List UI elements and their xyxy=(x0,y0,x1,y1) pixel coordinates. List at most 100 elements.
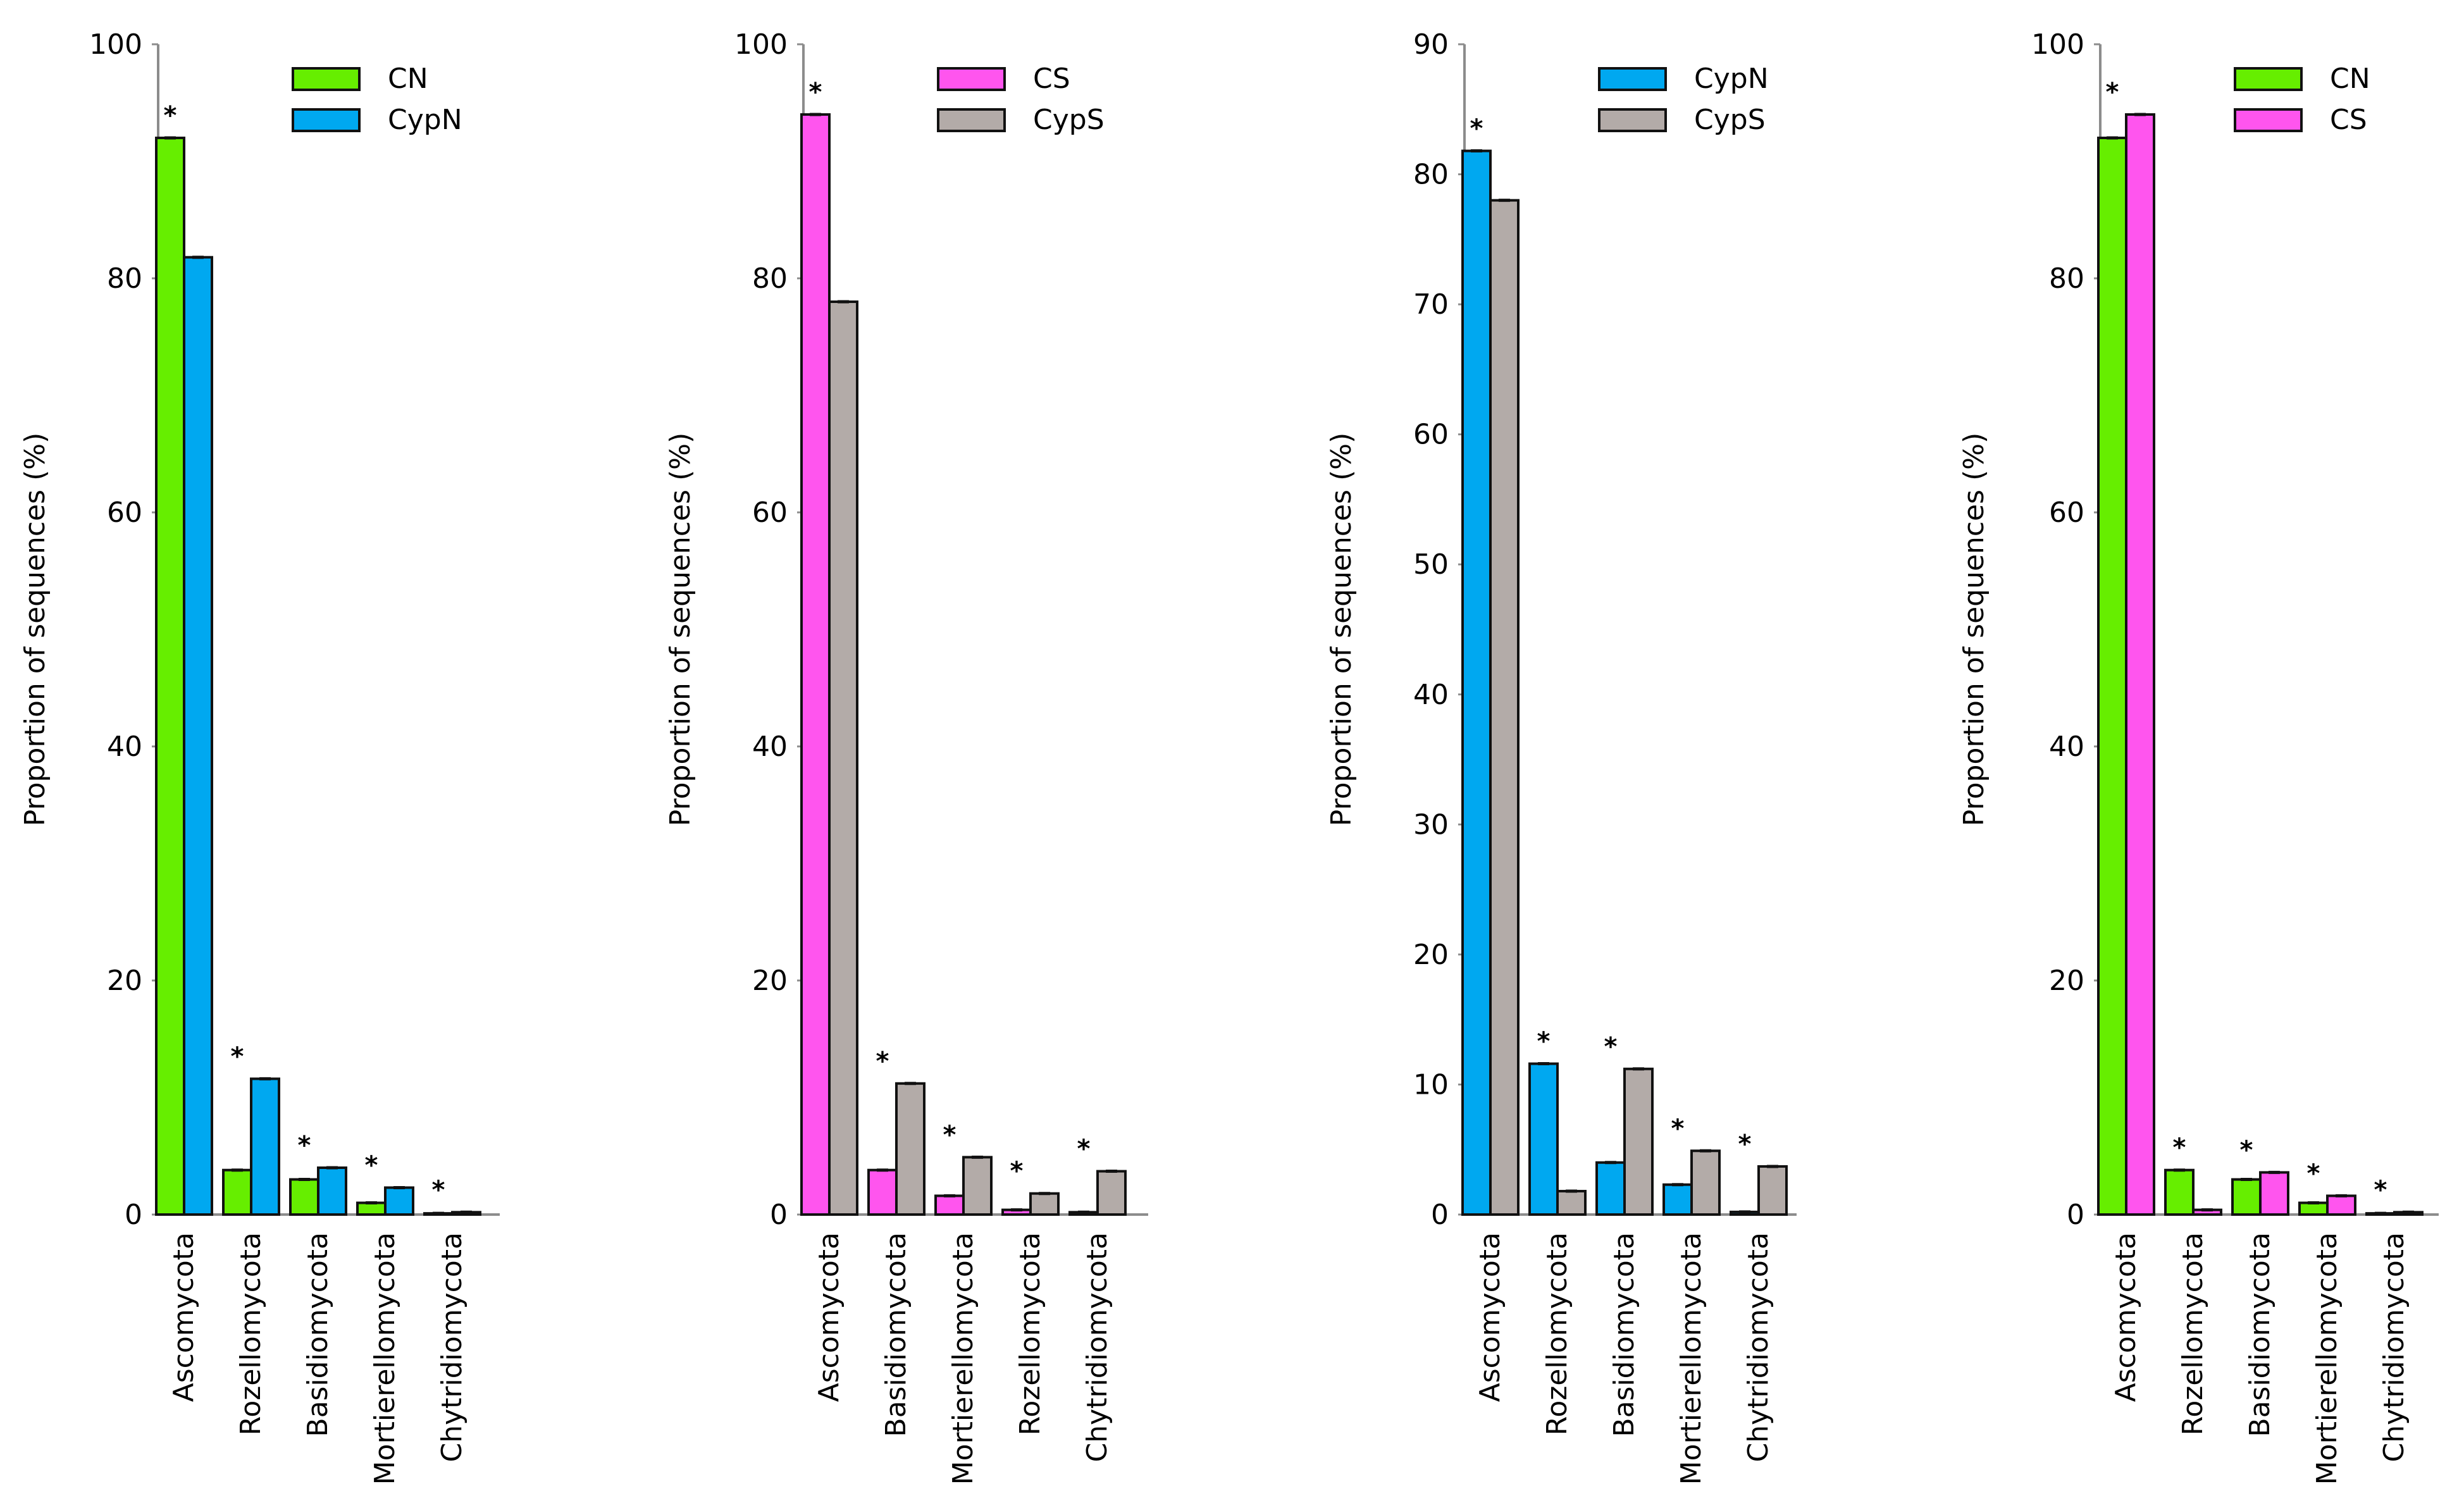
bar-cypn-ascomycota xyxy=(1461,149,1492,1216)
y-tick-label: 60 xyxy=(2049,497,2084,529)
x-category-label: Chytridiomycota xyxy=(436,1232,468,1463)
x-category-label: Ascomycota xyxy=(168,1232,200,1402)
x-category-label: Ascomycota xyxy=(1474,1232,1506,1402)
legend-swatch-cypn xyxy=(292,108,361,132)
significance-star: * xyxy=(1010,1157,1024,1186)
y-tick-label: 0 xyxy=(1431,1199,1449,1231)
legend-label-cypn: CypN xyxy=(1694,63,1769,95)
significance-star: * xyxy=(2106,78,2119,107)
bar-cs-ascomycota xyxy=(800,113,831,1216)
legend-label-cs: CS xyxy=(1033,63,1070,95)
bar-cn-mortierellomycota xyxy=(2298,1201,2329,1216)
bar-cypn-basidiomycota xyxy=(317,1166,347,1216)
x-category-label: Rozellomycota xyxy=(1014,1232,1046,1435)
y-tick-label: 90 xyxy=(1413,28,1449,61)
legend-swatch-cypn xyxy=(1598,67,1667,91)
bar-cyps-mortierellomycota xyxy=(962,1156,993,1216)
bar-cyps-rozellomycota xyxy=(1556,1190,1587,1216)
x-category-label: Mortierellomycota xyxy=(2311,1232,2343,1485)
significance-star: * xyxy=(432,1175,445,1204)
legend-swatch-cyps xyxy=(937,108,1006,132)
y-tick-label: 50 xyxy=(1413,548,1449,581)
legend-swatch-cyps xyxy=(1598,108,1667,132)
significance-star: * xyxy=(876,1047,889,1076)
x-category-label: Basidiomycota xyxy=(880,1232,912,1437)
significance-star: * xyxy=(1470,114,1483,144)
bar-cyps-rozellomycota xyxy=(1029,1192,1060,1216)
chart-panel-2: 0 20 40 60 80 100 Proportion of sequences (%) *… xyxy=(664,28,1148,1485)
x-category-label: Mortierellomycota xyxy=(369,1232,401,1485)
legend-label-cyps: CypS xyxy=(1694,104,1766,136)
y-tick-label: 80 xyxy=(2049,263,2084,295)
y-tick-label: 40 xyxy=(2049,731,2084,763)
x-category-label: Chytridiomycota xyxy=(1742,1232,1774,1463)
bar-cypn-rozellomycota xyxy=(250,1077,280,1216)
x-category-label: Basidiomycota xyxy=(1608,1232,1640,1437)
bar-cyps-mortierellomycota xyxy=(1690,1149,1721,1216)
bar-cypn-ascomycota xyxy=(183,256,213,1216)
bar-cyps-ascomycota xyxy=(1489,199,1520,1216)
x-category-label: Rozellomycota xyxy=(1541,1232,1573,1435)
x-category-label: Mortierellomycota xyxy=(947,1232,979,1485)
legend-swatch-cn xyxy=(2234,67,2303,91)
legend-label-cn: CN xyxy=(388,63,428,95)
x-category-label: Rozellomycota xyxy=(235,1232,267,1435)
y-tick-label: 0 xyxy=(770,1199,788,1231)
x-category-label: Basidiomycota xyxy=(302,1232,334,1437)
y-tick-label: 80 xyxy=(1413,159,1449,191)
chart-panel-4: 0 20 40 60 80 100 Proportion of sequences (%) *… xyxy=(1958,28,2439,1485)
x-category-label: Chytridiomycota xyxy=(1081,1232,1113,1463)
x-category-label: Basidiomycota xyxy=(2244,1232,2276,1437)
x-category-label: Rozellomycota xyxy=(2177,1232,2209,1435)
x-category-label: Ascomycota xyxy=(813,1232,845,1402)
y-axis-title: Proportion of sequences (%) xyxy=(1325,433,1358,827)
significance-star: * xyxy=(2173,1134,2186,1163)
bar-cn-ascomycota xyxy=(155,137,185,1216)
bar-cn-mortierellomycota xyxy=(356,1201,387,1216)
significance-star: * xyxy=(231,1042,244,1071)
significance-star: * xyxy=(2240,1135,2253,1165)
significance-star: * xyxy=(365,1151,378,1180)
bar-cyps-chytridiomycota xyxy=(1096,1170,1127,1216)
significance-star: * xyxy=(298,1131,311,1160)
significance-star: * xyxy=(1604,1032,1618,1061)
y-tick-label: 70 xyxy=(1413,288,1449,321)
y-tick-label: 80 xyxy=(752,263,788,295)
bar-cyps-chytridiomycota xyxy=(1757,1165,1788,1216)
x-category-label: Ascomycota xyxy=(2110,1232,2142,1402)
bar-cypn-mortierellomycota xyxy=(1662,1183,1693,1216)
y-tick-label: 20 xyxy=(107,965,142,997)
y-tick-label: 60 xyxy=(1413,419,1449,451)
chart-panel-3: 0 10 20 30 40 50 60 70 80 90 Proportion of sequenc… xyxy=(1325,28,1797,1485)
y-axis-title: Proportion of sequences (%) xyxy=(1958,433,1990,827)
bar-cs-mortierellomycota xyxy=(934,1194,965,1216)
y-tick-label: 60 xyxy=(752,497,788,529)
y-tick-label: 30 xyxy=(1413,808,1449,841)
bar-cn-rozellomycota xyxy=(2164,1168,2195,1216)
bar-cn-basidiomycota xyxy=(2231,1178,2262,1216)
y-tick-label: 80 xyxy=(107,263,142,295)
legend-swatch-cn xyxy=(292,67,361,91)
significance-star: * xyxy=(164,101,177,130)
bar-cs-ascomycota xyxy=(2125,113,2155,1216)
bar-cypn-mortierellomycota xyxy=(384,1186,414,1216)
y-tick-label: 100 xyxy=(734,28,788,61)
y-tick-label: 100 xyxy=(89,28,142,61)
bar-cyps-basidiomycota xyxy=(895,1082,926,1216)
x-category-label: Mortierellomycota xyxy=(1675,1232,1707,1485)
y-axis-title: Proportion of sequences (%) xyxy=(19,433,51,827)
bar-cypn-rozellomycota xyxy=(1528,1062,1559,1216)
significance-star: * xyxy=(1537,1027,1551,1056)
bar-cn-rozellomycota xyxy=(222,1168,252,1216)
bar-cs-mortierellomycota xyxy=(2326,1194,2356,1216)
significance-star: * xyxy=(809,78,822,107)
y-tick-label: 20 xyxy=(2049,965,2084,997)
y-tick-label: 40 xyxy=(752,731,788,763)
y-tick-label: 40 xyxy=(107,731,142,763)
bar-cn-basidiomycota xyxy=(289,1178,319,1216)
y-tick-label: 40 xyxy=(1413,679,1449,711)
significance-star: * xyxy=(1738,1130,1752,1159)
legend-label-cypn: CypN xyxy=(388,104,462,136)
